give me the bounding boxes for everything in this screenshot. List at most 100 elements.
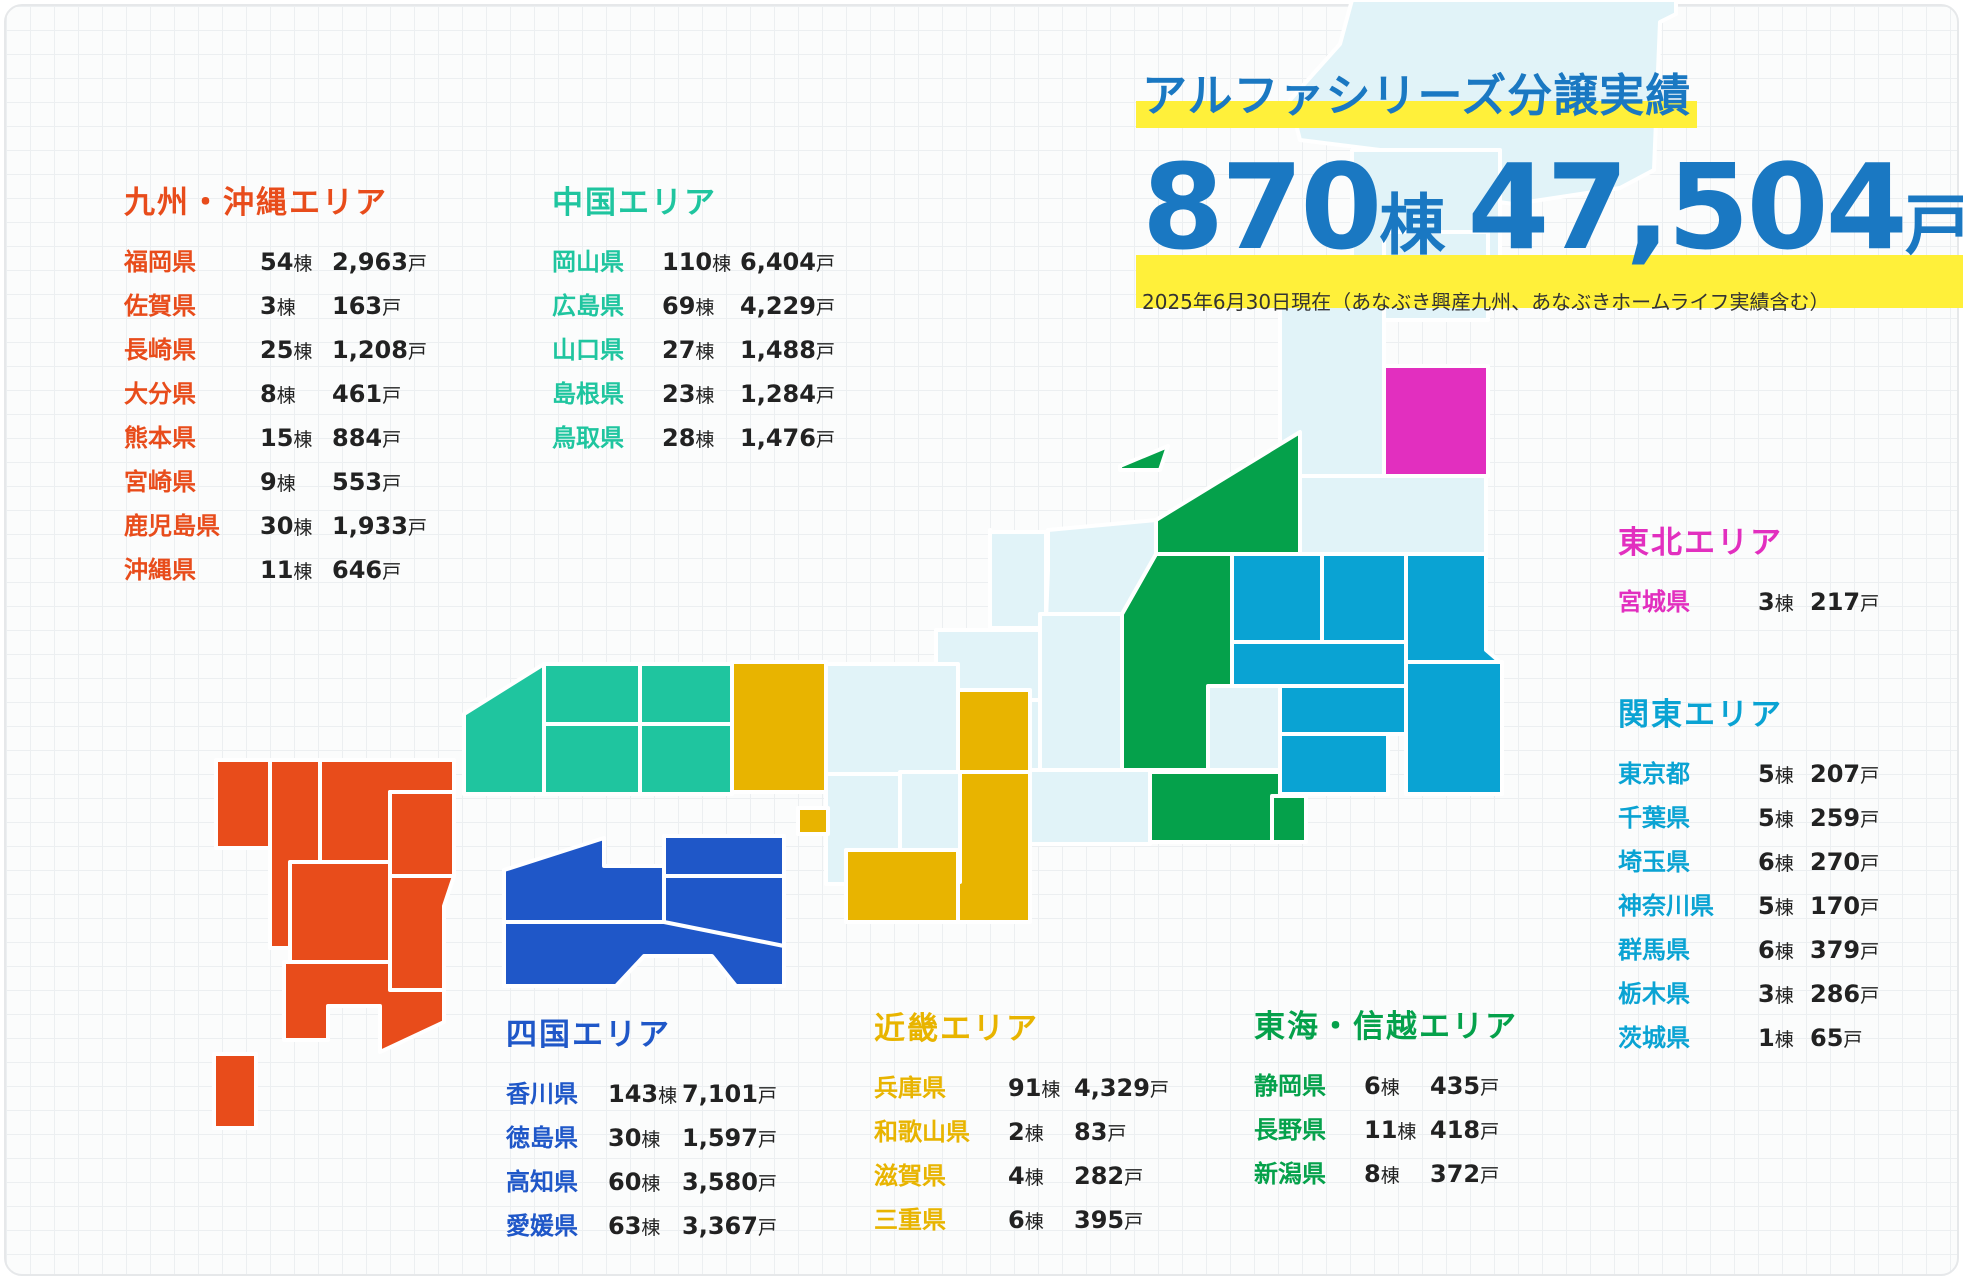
building-count-value: 5 xyxy=(1758,804,1775,832)
prefecture-name: 和歌山県 xyxy=(874,1118,970,1146)
building-count: 25棟 xyxy=(260,328,332,372)
prefecture-row: 徳島県 30棟 1,597戸 xyxy=(506,1116,777,1160)
unit-count-value: 170 xyxy=(1810,892,1861,920)
unit-count-value: 395 xyxy=(1074,1206,1125,1234)
unit-unit: 戸 xyxy=(382,385,402,407)
unit-unit: 戸 xyxy=(1843,1029,1863,1051)
unit-unit: 戸 xyxy=(1124,1167,1144,1189)
area-rows-kanto: 東京都 5棟 207戸 千葉県 5棟 259戸 埼玉県 6棟 270戸 神奈川県 5棟 170戸 群馬県… xyxy=(1618,752,1879,1060)
area-title-kanto: 関東エリア xyxy=(1618,697,1783,733)
building-unit: 棟 xyxy=(1774,809,1794,831)
unit-count-value: 1,476 xyxy=(740,424,816,452)
area-kinki: 近畿エリア 兵庫県 91棟 4,329戸 和歌山県 2棟 83戸 滋賀県 4棟 282戸 三重県 6… xyxy=(874,1006,1169,1242)
prefecture-row: 福岡県 54棟 2,963戸 xyxy=(124,240,427,284)
map-kinki-pref-mie xyxy=(956,770,1032,924)
unit-count: 553戸 xyxy=(332,460,401,504)
map-tochigi xyxy=(1320,552,1408,644)
building-count-value: 28 xyxy=(662,424,696,452)
building-count-value: 5 xyxy=(1758,892,1775,920)
prefecture-row: 宮崎県 9棟 553戸 xyxy=(124,460,427,504)
building-count: 3棟 xyxy=(1758,972,1810,1016)
unit-unit: 戸 xyxy=(757,1217,777,1239)
prefecture-name: 神奈川県 xyxy=(1618,892,1714,920)
prefecture-row: 広島県 69棟 4,229戸 xyxy=(552,284,835,328)
unit-count: 1,476戸 xyxy=(740,416,835,460)
unit-count-value: 461 xyxy=(332,380,383,408)
area-rows-tohoku: 宮城県 3棟 217戸 xyxy=(1618,580,1879,624)
unit-count-value: 65 xyxy=(1810,1024,1844,1052)
prefecture-name: 広島県 xyxy=(552,292,624,320)
map-kinki-pref-shiga xyxy=(956,688,1032,774)
prefecture-row: 滋賀県 4棟 282戸 xyxy=(874,1154,1169,1198)
building-unit: 棟 xyxy=(1774,593,1794,615)
unit-count: 4,329戸 xyxy=(1074,1066,1169,1110)
building-count-value: 5 xyxy=(1758,760,1775,788)
building-count: 27棟 xyxy=(662,328,740,372)
building-unit: 棟 xyxy=(1024,1167,1044,1189)
map-chugoku-pref-shimane xyxy=(542,662,642,726)
building-count: 3棟 xyxy=(260,284,332,328)
building-count-value: 4 xyxy=(1008,1162,1025,1190)
prefecture-row: 群馬県 6棟 379戸 xyxy=(1618,928,1879,972)
building-unit: 棟 xyxy=(695,385,715,407)
unit-count: 1,597戸 xyxy=(682,1116,777,1160)
building-count-value: 11 xyxy=(260,556,294,584)
prefecture-row: 岡山県 110棟 6,404戸 xyxy=(552,240,835,284)
prefecture-name: 山口県 xyxy=(552,336,624,364)
building-count: 30棟 xyxy=(260,504,332,548)
building-unit: 棟 xyxy=(293,429,313,451)
unit-count-value: 646 xyxy=(332,556,383,584)
unit-count-value: 2,963 xyxy=(332,248,408,276)
building-count: 60棟 xyxy=(608,1160,682,1204)
unit-count: 646戸 xyxy=(332,548,401,592)
unit-count: 2,963戸 xyxy=(332,240,427,284)
building-unit: 棟 xyxy=(1041,1079,1061,1101)
map-yamanashi xyxy=(1206,684,1282,772)
building-unit: 棟 xyxy=(1774,941,1794,963)
building-count-value: 3 xyxy=(1758,588,1775,616)
building-unit: 棟 xyxy=(276,297,296,319)
area-title-tokai: 東海・信越エリア xyxy=(1254,1009,1518,1045)
building-unit: 棟 xyxy=(293,341,313,363)
area-rows-kinki: 兵庫県 91棟 4,329戸 和歌山県 2棟 83戸 滋賀県 4棟 282戸 三重県 6棟 395戸 xyxy=(874,1066,1169,1242)
building-count: 11棟 xyxy=(1364,1108,1430,1152)
unit-count-value: 553 xyxy=(332,468,383,496)
area-chugoku: 中国エリア 岡山県 110棟 6,404戸 広島県 69棟 4,229戸 山口県 27棟 1,4… xyxy=(552,180,835,460)
building-count-value: 30 xyxy=(260,512,294,540)
building-unit: 棟 xyxy=(1774,765,1794,787)
unit-count-value: 1,488 xyxy=(740,336,816,364)
building-unit: 棟 xyxy=(1380,1165,1400,1187)
prefecture-row: 長崎県 25棟 1,208戸 xyxy=(124,328,427,372)
building-unit: 棟 xyxy=(1024,1211,1044,1233)
unit-count: 6,404戸 xyxy=(740,240,835,284)
map-kyushu-pref-saga xyxy=(214,758,272,850)
unit-count: 259戸 xyxy=(1810,796,1879,840)
prefecture-name: 埼玉県 xyxy=(1618,848,1690,876)
prefecture-row: 東京都 5棟 207戸 xyxy=(1618,752,1879,796)
unit-count: 83戸 xyxy=(1074,1110,1126,1154)
prefecture-name: 愛媛県 xyxy=(506,1212,578,1240)
area-tohoku: 東北エリア 宮城県 3棟 217戸 xyxy=(1618,520,1879,624)
building-unit: 棟 xyxy=(293,561,313,583)
headline-totals: 870棟 47,504戸 xyxy=(1136,142,1963,308)
building-count-value: 143 xyxy=(608,1080,659,1108)
unit-unit: 戸 xyxy=(757,1129,777,1151)
building-count: 6棟 xyxy=(1758,928,1810,972)
building-count: 30棟 xyxy=(608,1116,682,1160)
unit-count: 435戸 xyxy=(1430,1064,1499,1108)
prefecture-row: 神奈川県 5棟 170戸 xyxy=(1618,884,1879,928)
unit-count-value: 207 xyxy=(1810,760,1861,788)
unit-count-value: 372 xyxy=(1430,1160,1481,1188)
building-unit: 棟 xyxy=(293,517,313,539)
map-aichi xyxy=(1028,768,1152,846)
area-rows-tokai: 静岡県 6棟 435戸 長野県 11棟 418戸 新潟県 8棟 372戸 xyxy=(1254,1064,1518,1196)
unit-count: 170戸 xyxy=(1810,884,1879,928)
unit-unit: 戸 xyxy=(407,341,427,363)
map-kinki-pref-hyogo xyxy=(730,660,828,794)
unit-count: 282戸 xyxy=(1074,1154,1143,1198)
building-count-value: 91 xyxy=(1008,1074,1042,1102)
prefecture-row: 鳥取県 28棟 1,476戸 xyxy=(552,416,835,460)
building-unit: 棟 xyxy=(1774,985,1794,1007)
unit-count: 1,284戸 xyxy=(740,372,835,416)
prefecture-name: 鹿児島県 xyxy=(124,512,220,540)
